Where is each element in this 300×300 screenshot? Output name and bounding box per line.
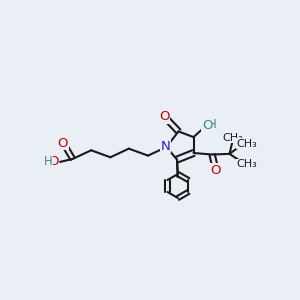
Text: H: H [44,155,52,168]
Text: O: O [58,137,68,150]
Text: O: O [211,164,221,177]
Text: CH₃: CH₃ [236,139,257,149]
Text: O: O [202,119,213,132]
Text: O: O [48,155,59,168]
Text: H: H [208,118,217,131]
Text: CH₃: CH₃ [222,133,243,143]
Text: N: N [161,140,170,153]
Text: CH₃: CH₃ [236,159,257,170]
Text: O: O [159,110,169,124]
